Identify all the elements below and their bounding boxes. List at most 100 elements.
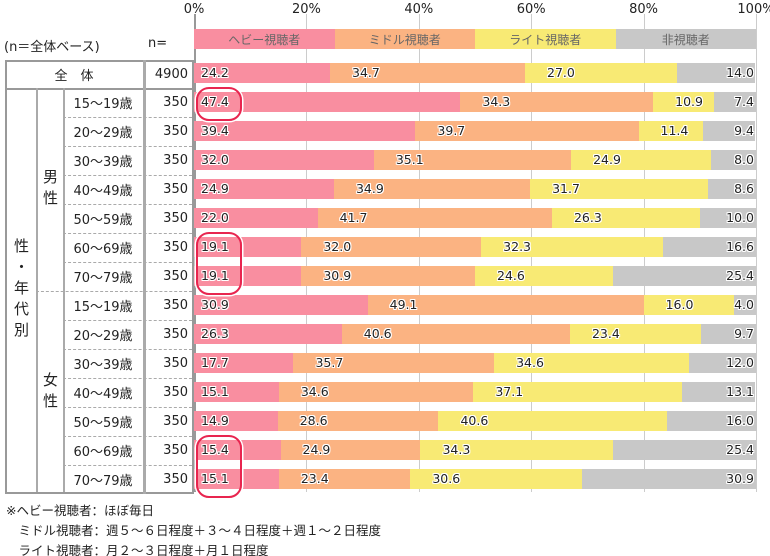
bar-segment — [194, 469, 279, 489]
table-border — [36, 88, 38, 492]
bar-segment — [643, 295, 734, 315]
bar-segment — [194, 295, 368, 315]
data-label: 14.9 — [201, 413, 229, 428]
bar-segment — [194, 92, 461, 112]
bar-segment — [711, 150, 756, 170]
legend-item: ミドル視聴者 — [334, 29, 475, 49]
x-tick-label: 20% — [291, 2, 321, 17]
bar-segment — [530, 179, 709, 199]
n-value: 350 — [163, 182, 188, 197]
bar-segment — [438, 411, 667, 431]
data-label: 28.6 — [299, 413, 328, 428]
bar-segment — [341, 324, 570, 344]
bar-segment — [194, 208, 318, 228]
bar-segment — [194, 324, 342, 344]
n-value: 350 — [163, 124, 188, 139]
age-label: 50～59歳 — [73, 213, 133, 228]
data-label: 25.4 — [726, 442, 754, 457]
total-label: 全 体 — [54, 68, 94, 84]
bar-segment — [638, 121, 703, 141]
row-divider — [63, 378, 192, 379]
data-label: 35.1 — [395, 152, 424, 167]
bar-segment — [701, 324, 756, 344]
x-tick-label: 60% — [516, 2, 546, 17]
data-label: 10.9 — [675, 94, 703, 109]
bar-segment — [333, 179, 531, 199]
age-label: 70～79歳 — [73, 474, 133, 489]
bar-segment — [702, 121, 756, 141]
data-label: 16.0 — [665, 297, 694, 312]
data-label: 17.7 — [201, 355, 229, 370]
data-label: 34.9 — [355, 181, 384, 196]
bar-segment — [714, 92, 756, 112]
data-label: 34.6 — [300, 384, 329, 399]
bar-segment — [481, 237, 663, 257]
data-label: 9.4 — [734, 123, 754, 138]
data-label: 24.9 — [201, 181, 229, 196]
row-divider — [63, 175, 192, 176]
data-label: 34.3 — [482, 94, 511, 109]
data-label: 24.9 — [302, 442, 331, 457]
n-value: 350 — [163, 472, 188, 487]
data-label: 11.4 — [660, 123, 689, 138]
row-divider — [63, 204, 192, 205]
bar-segment — [551, 208, 700, 228]
gridline — [756, 14, 757, 492]
x-tick-label: 80% — [629, 2, 659, 17]
bar-segment — [301, 266, 475, 286]
age-label: 15～19歳 — [73, 300, 133, 315]
bar-segment — [475, 266, 614, 286]
data-label: 49.1 — [389, 297, 418, 312]
data-label: 23.4 — [591, 326, 620, 341]
bar-segment — [613, 266, 756, 286]
bar-segment — [194, 353, 294, 373]
bar-segment — [460, 92, 654, 112]
table-border — [5, 60, 192, 62]
bar-segment — [301, 237, 482, 257]
data-label: 30.9 — [323, 268, 352, 283]
age-label: 20～29歳 — [73, 126, 133, 141]
data-label: 13.1 — [726, 384, 754, 399]
age-label: 70～79歳 — [73, 271, 133, 286]
bar-segment — [688, 353, 756, 373]
bar-segment — [525, 63, 677, 83]
data-label: 26.3 — [201, 326, 229, 341]
bar-segment — [194, 440, 281, 460]
bar-segment — [367, 295, 644, 315]
bar-segment — [410, 469, 583, 489]
row-divider — [63, 233, 192, 234]
row-divider — [63, 117, 192, 118]
data-label: 37.1 — [495, 384, 524, 399]
age-label: 40～49歳 — [73, 387, 133, 402]
data-label: 32.3 — [503, 239, 532, 254]
row-divider — [63, 146, 192, 147]
data-label: 32.0 — [323, 239, 352, 254]
bar-segment — [194, 63, 330, 83]
bar-segment — [277, 411, 439, 431]
bar-segment — [373, 150, 572, 170]
data-label: 16.6 — [726, 239, 754, 254]
n-value: 350 — [163, 240, 188, 255]
data-label: 7.4 — [734, 94, 754, 109]
data-label: 14.0 — [726, 65, 754, 80]
age-label: 40～49歳 — [73, 184, 133, 199]
sex-label-female-cell: 女性 — [36, 291, 63, 494]
data-label: 30.9 — [201, 297, 229, 312]
age-label: 15～19歳 — [73, 97, 133, 112]
age-label: 30～39歳 — [73, 155, 133, 170]
bar-segment — [494, 353, 689, 373]
row-divider — [63, 262, 192, 263]
table-border — [5, 88, 192, 90]
group-label: 性・年代別 — [12, 237, 30, 343]
bar-segment — [194, 121, 416, 141]
bar-segment — [317, 208, 552, 228]
n-value: 350 — [163, 356, 188, 371]
table-border — [192, 60, 194, 494]
bar-segment — [699, 208, 756, 228]
footnote: ライト視聴者：月２～３日程度＋月１日程度 — [6, 543, 269, 556]
bar-segment — [666, 411, 757, 431]
n-value: 350 — [163, 95, 188, 110]
data-label: 24.9 — [593, 152, 621, 167]
highlight-marker — [196, 232, 242, 295]
